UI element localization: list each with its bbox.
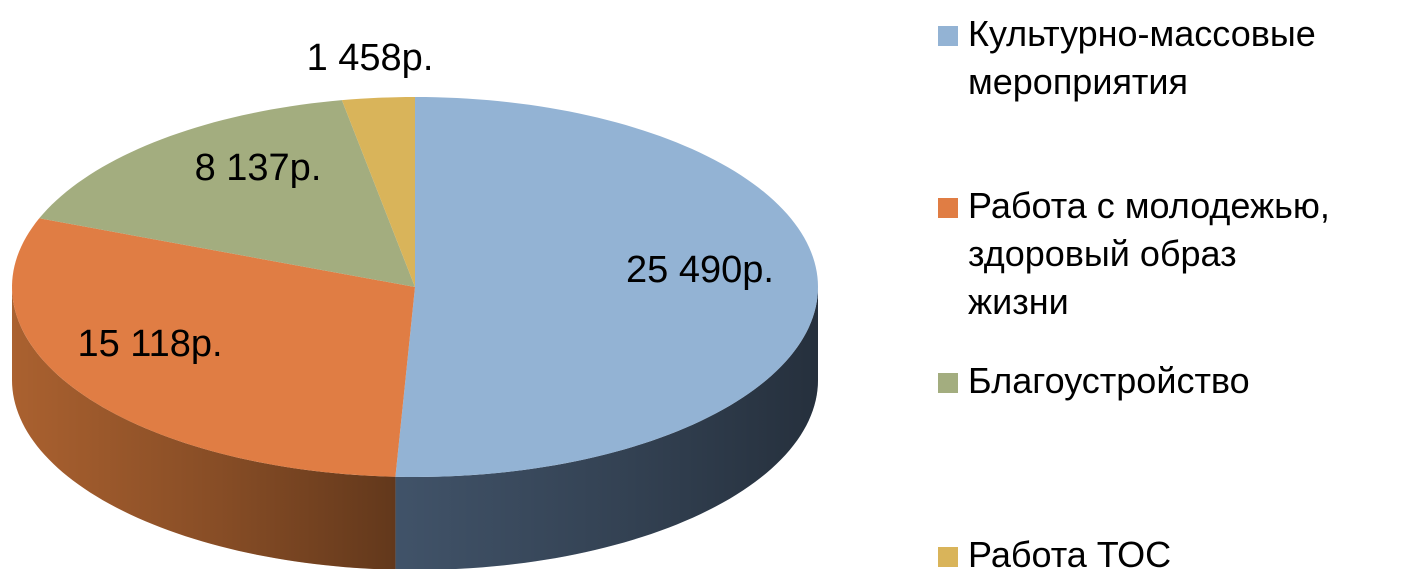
data-label-youth-work: 15 118р. bbox=[77, 323, 222, 365]
pie-side-shade-youth-work bbox=[12, 287, 396, 569]
legend-swatch-landscaping bbox=[938, 373, 958, 393]
pie-slice-youth-work bbox=[12, 218, 415, 477]
legend-label-cultural-events: Культурно-массовые мероприятия bbox=[968, 13, 1316, 102]
legend: Культурно-массовые мероприятия Работа с … bbox=[938, 0, 1408, 575]
pie-slices bbox=[12, 97, 818, 477]
legend-label-landscaping: Благоустройство bbox=[968, 360, 1250, 401]
legend-swatch-tos-work bbox=[938, 547, 958, 567]
legend-item-tos-work: Работа ТОС bbox=[938, 531, 1408, 579]
pie-slice-cultural-events bbox=[395, 97, 818, 477]
pie-data-labels: 25 490р. 15 118р. 8 137р. 1 458р. bbox=[77, 37, 774, 365]
data-label-tos-work: 1 458р. bbox=[307, 37, 434, 79]
pie-side-shade-cultural-events bbox=[395, 287, 818, 569]
legend-item-cultural-events: Культурно-массовые мероприятия bbox=[938, 10, 1408, 106]
legend-swatch-cultural-events bbox=[938, 26, 958, 46]
data-label-landscaping: 8 137р. bbox=[195, 147, 322, 189]
legend-label-tos-work: Работа ТОС bbox=[968, 534, 1172, 575]
pie-slice-landscaping bbox=[39, 100, 415, 288]
legend-item-youth-work: Работа с молодежью, здоровый образ жизни bbox=[938, 182, 1408, 326]
pie-side-walls bbox=[12, 287, 818, 569]
pie-slice-tos-work bbox=[341, 97, 415, 287]
legend-swatch-youth-work bbox=[938, 198, 958, 218]
data-label-cultural-events: 25 490р. bbox=[626, 249, 774, 291]
legend-item-landscaping: Благоустройство bbox=[938, 357, 1408, 405]
legend-label-youth-work: Работа с молодежью, здоровый образ жизни bbox=[968, 185, 1330, 322]
